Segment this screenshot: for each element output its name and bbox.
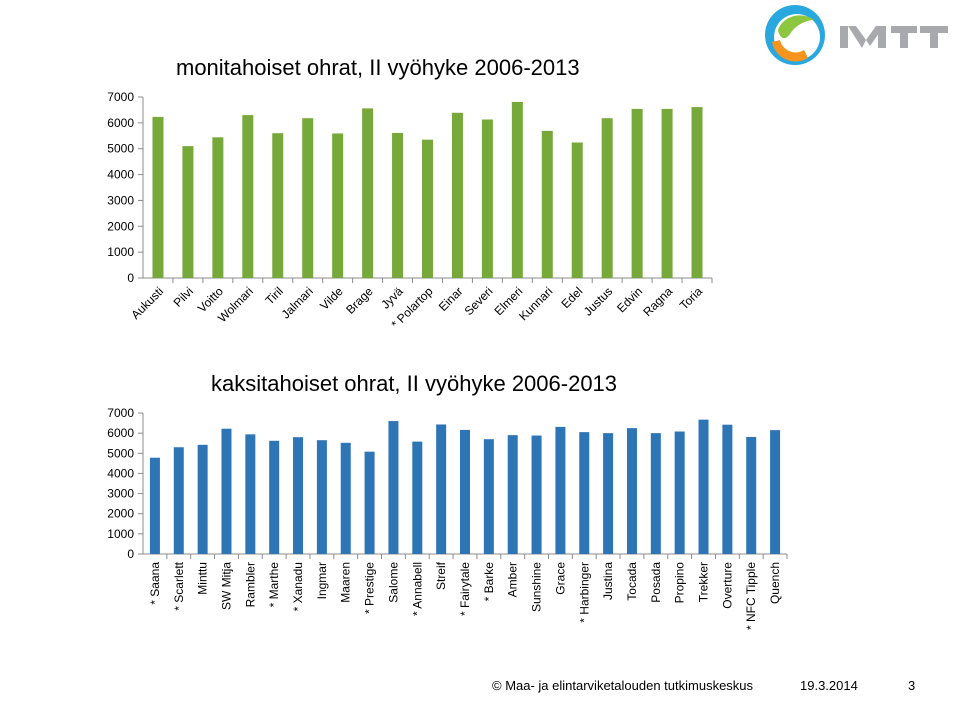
- chart2-bar: [197, 444, 208, 554]
- chart1-bar: [601, 118, 613, 279]
- chart2-bar: [555, 426, 566, 554]
- chart1-bar: [272, 133, 284, 278]
- chart2-title: kaksitahoiset ohrat, II vyöhyke 2006-201…: [211, 371, 618, 396]
- chart2-x-tick-label: * Prestige: [363, 562, 377, 614]
- chart1-y-tick-label: 4000: [107, 168, 134, 182]
- chart2-x-tick-label: * Scarlett: [172, 561, 186, 610]
- chart1-bar: [332, 133, 344, 278]
- chart2-bar: [507, 435, 518, 554]
- chart2-x-tick-label: Quench: [768, 562, 782, 604]
- chart2-x-tick-label: * Annabell: [410, 562, 424, 616]
- chart2-y-tick-label: 4000: [107, 466, 134, 480]
- chart1-bar: [541, 130, 553, 278]
- chart2-y-tick-label: 0: [127, 547, 134, 561]
- chart2-bar: [722, 424, 733, 554]
- chart2-x-tick-label: Minttu: [196, 562, 210, 595]
- chart2-x-tick-label: * Marthe: [267, 562, 281, 608]
- chart2-bar: [364, 451, 375, 554]
- chart1-y-tick-label: 1000: [107, 245, 134, 259]
- chart2-bar: [149, 457, 160, 554]
- chart2-bar: [316, 440, 327, 554]
- mtt-logo: [758, 0, 958, 75]
- footer-page: 3: [908, 678, 916, 693]
- chart2-bar: [221, 428, 232, 554]
- chart1-bar: [481, 119, 493, 278]
- chart1-bar: [571, 142, 583, 278]
- chart2-bar: [531, 435, 542, 554]
- chart2-x-tick-label: Overture: [720, 562, 734, 609]
- chart2-x-tick-label: SW Mitja: [219, 562, 233, 610]
- chart2-x-tick-label: * Xanadu: [291, 562, 305, 611]
- chart2-bar: [340, 442, 351, 554]
- chart1-bar: [182, 146, 194, 278]
- chart2-bar: [245, 434, 256, 554]
- chart2-x-tick-label: * Barke: [482, 562, 496, 602]
- chart1-bar: [661, 108, 673, 278]
- chart2-x-tick-label: Streif: [434, 561, 448, 590]
- chart2-x-tick-label: Grace: [553, 562, 567, 595]
- chart2-x-tick-label: Salome: [386, 562, 400, 603]
- chart1-y-tick-label: 2000: [107, 219, 134, 233]
- chart1-bar: [302, 118, 314, 279]
- chart2-bar: [483, 439, 494, 554]
- chart1-bar: [152, 116, 164, 278]
- chart2-y-tick-label: 3000: [107, 487, 134, 501]
- chart2-bar: [698, 419, 709, 554]
- chart2-y-tick-label: 1000: [107, 527, 134, 541]
- chart2-bar: [674, 431, 685, 554]
- chart2-x-tick-label: Amber: [506, 562, 520, 597]
- chart2-x-tick-label: * Harbinger: [577, 562, 591, 623]
- chart1-bar: [212, 137, 224, 278]
- chart2-y-tick-label: 2000: [107, 507, 134, 521]
- chart2-x-tick-label: Maaren: [339, 562, 353, 603]
- chart2-x-tick-label: Trekker: [697, 562, 711, 602]
- chart2-x-tick-label: * Fairytale: [458, 562, 472, 616]
- chart1-bar: [451, 112, 463, 278]
- chart2-x-tick-label: * NFC Tipple: [744, 562, 758, 630]
- chart1-y-tick-label: 5000: [107, 142, 134, 156]
- chart1-y-tick-label: 6000: [107, 116, 134, 130]
- chart2-bar: [412, 441, 423, 554]
- chart2-bar: [269, 440, 280, 554]
- chart2-x-tick-label: Sunshine: [530, 562, 544, 612]
- chart1-y-tick-label: 7000: [107, 90, 134, 104]
- chart2-x-tick-label: Ingmar: [315, 562, 329, 599]
- chart2-bar: [460, 429, 470, 554]
- chart1-y-tick-label: 3000: [107, 193, 134, 207]
- chart2-bar: [650, 433, 661, 554]
- chart2-bar: [603, 433, 614, 554]
- chart2-x-tick-label: Justina: [601, 562, 615, 600]
- chart1-bar: [511, 101, 523, 278]
- chart2-x-tick-label: Posada: [649, 562, 663, 603]
- chart1-bar: [422, 139, 433, 278]
- chart2-y-tick-label: 7000: [107, 406, 134, 420]
- chart2-bar: [388, 421, 399, 554]
- footer: © Maa- ja elintarviketalouden tutkimuske…: [492, 678, 922, 696]
- chart1-bar: [691, 107, 703, 278]
- chart2-bar: [579, 432, 590, 554]
- chart2-bar: [173, 447, 184, 554]
- chart1-bar: [392, 132, 404, 278]
- chart2-bar: [770, 430, 781, 554]
- footer-copyright: © Maa- ja elintarviketalouden tutkimuske…: [492, 678, 754, 693]
- chart1-y-tick-label: 0: [127, 271, 134, 285]
- footer-date: 19.3.2014: [800, 678, 858, 693]
- chart1-bar: [362, 108, 374, 279]
- chart2-x-tick-label: Tocada: [625, 562, 639, 601]
- chart2-x-tick-label: Rambler: [243, 562, 257, 607]
- chart2-y-tick-label: 5000: [107, 446, 134, 460]
- chart2-bar: [293, 437, 304, 554]
- chart2-bar: [626, 428, 637, 554]
- chart2-x-tick-label: * Saana: [148, 562, 162, 605]
- chart2-y-tick-label: 6000: [107, 426, 134, 440]
- chart2-bar: [746, 436, 757, 554]
- chart1-bar: [242, 115, 254, 278]
- chart2-x-tick-label: Propino: [673, 562, 687, 604]
- chart2-bar: [436, 424, 447, 554]
- chart1-bar: [631, 108, 643, 278]
- chart1-title: monitahoiset ohrat, II vyöhyke 2006-2013: [176, 55, 580, 80]
